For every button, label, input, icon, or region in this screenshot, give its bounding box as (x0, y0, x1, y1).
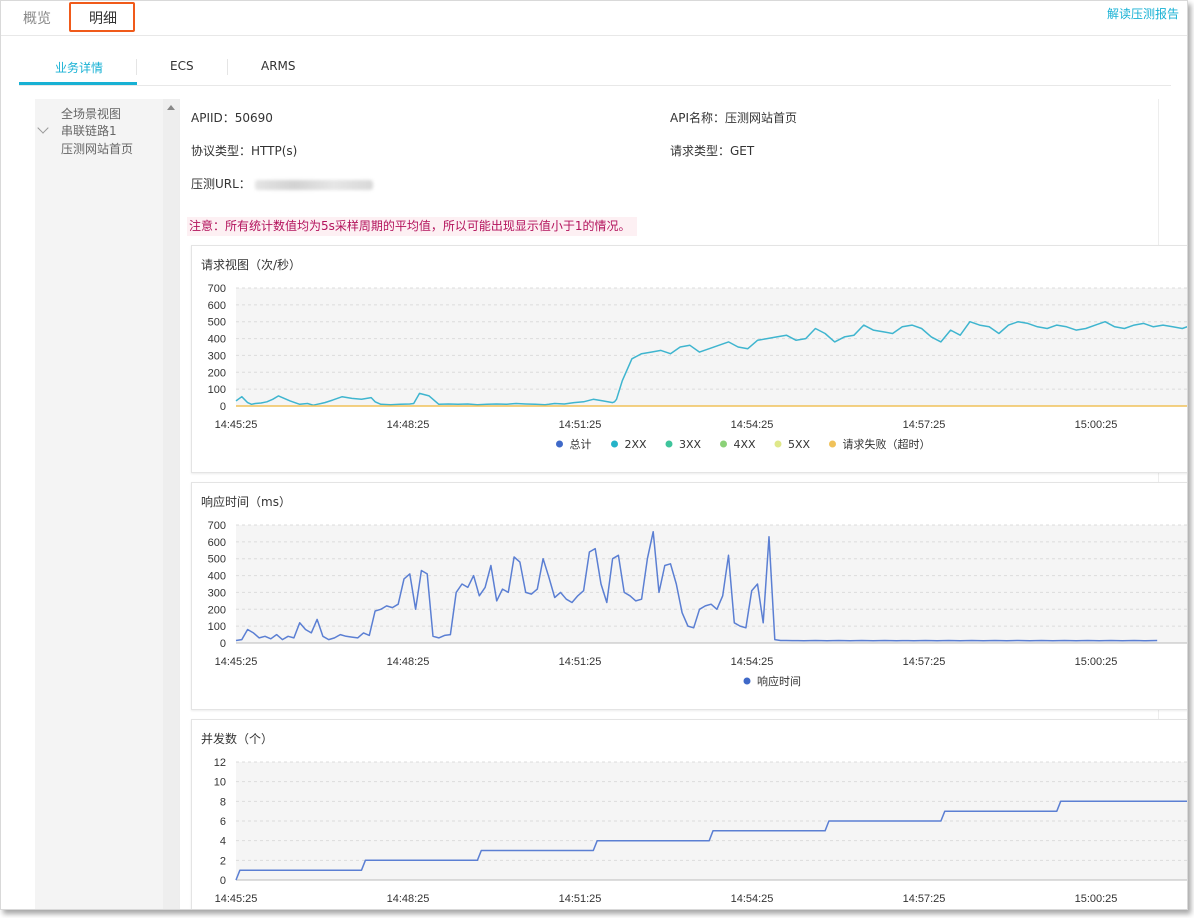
legend-label: 3XX (679, 438, 702, 451)
legend-label: 总计 (570, 437, 592, 451)
y-tick-label: 300 (208, 350, 226, 362)
chart-title: 并发数（个） (201, 732, 274, 746)
legend-marker (829, 440, 836, 448)
legend-marker (774, 440, 782, 448)
response-time-chart-card: 响应时间（ms） 0 100 200 300 400 500 600 700 14:45:25 1… (191, 482, 1187, 710)
legend-label: 响应时间 (757, 674, 801, 688)
legend-marker (665, 440, 673, 448)
x-tick-label: 14:54:25 (731, 419, 774, 431)
x-tick-label: 14:45:25 (215, 656, 258, 668)
y-tick-label: 100 (208, 621, 226, 633)
tab-arms[interactable]: ARMS (261, 59, 296, 73)
interpret-report-link[interactable]: 解读压测报告 (1106, 7, 1179, 21)
y-tick-label: 500 (208, 317, 226, 329)
divider (227, 59, 228, 75)
sidebar-item-homepage[interactable]: 压测网站首页 (61, 142, 134, 156)
legend-label: 2XX (625, 438, 648, 451)
x-tick-label: 15:00:25 (1075, 419, 1118, 431)
y-tick-label: 400 (208, 571, 226, 583)
api-name: API名称：压测网站首页 (670, 111, 797, 125)
plot-background (236, 525, 1187, 643)
top-tab-bar: 概览 明细 解读压测报告 (1, 1, 1187, 36)
y-tick-label: 600 (208, 300, 226, 312)
x-tick-label: 14:45:25 (215, 893, 258, 905)
y-tick-label: 200 (208, 367, 226, 379)
x-tick-label: 14:54:25 (731, 893, 774, 905)
y-tick-label: 600 (208, 537, 226, 549)
series-line-2XX (235, 320, 1187, 406)
x-tick-label: 14:48:25 (387, 656, 430, 668)
y-tick-label: 400 (208, 334, 226, 346)
y-tick-label: 4 (220, 836, 226, 848)
y-tick-label: 200 (208, 604, 226, 616)
tab-ecs[interactable]: ECS (170, 59, 194, 73)
tab-detail[interactable]: 明细 (89, 11, 117, 27)
y-tick-label: 2 (220, 855, 226, 867)
tab-business-detail[interactable]: 业务详情 (55, 61, 104, 75)
y-tick-label: 100 (208, 384, 226, 396)
y-tick-label: 12 (214, 757, 226, 769)
x-tick-label: 15:00:25 (1075, 893, 1118, 905)
x-tick-label: 14:48:25 (387, 893, 430, 905)
tab-overview[interactable]: 概览 (23, 11, 51, 27)
test-url: 压测URL： (191, 175, 373, 192)
x-tick-label: 14:57:25 (903, 893, 946, 905)
x-tick-label: 14:57:25 (903, 656, 946, 668)
sub-tab-bar: 业务详情 ECS ARMS (19, 47, 1171, 86)
legend-marker (743, 677, 751, 685)
y-tick-label: 8 (220, 796, 226, 808)
sidebar-item-all-scenes[interactable]: 全场景视图 (61, 107, 122, 121)
sidebar-item-chain[interactable]: 串联链路1 (61, 124, 117, 138)
y-tick-label: 700 (208, 520, 226, 532)
scene-sidebar (35, 99, 163, 909)
legend-label: 请求失败（超时） (843, 437, 931, 451)
scroll-up-arrow-icon[interactable] (167, 105, 175, 110)
legend-label: 4XX (734, 438, 757, 451)
sidebar-scrollbar[interactable] (163, 99, 179, 909)
notice-banner: 注意：所有统计数值均为5s采样周期的平均值，所以可能出现显示值小于1的情况。 (187, 217, 637, 236)
legend-marker (556, 440, 563, 448)
x-tick-label: 15:00:25 (1075, 656, 1118, 668)
blurred-url-value (254, 179, 373, 190)
request-chart-card: 请求视图（次/秒） 0 100 200 300 400 500 600 700 14:45:25… (191, 245, 1187, 473)
x-tick-label: 14:51:25 (559, 893, 602, 905)
y-tick-label: 500 (208, 554, 226, 566)
chart-title: 请求视图（次/秒） (201, 258, 302, 272)
x-tick-label: 14:51:25 (559, 656, 602, 668)
x-tick-label: 14:48:25 (387, 419, 430, 431)
legend-label: 5XX (788, 438, 811, 451)
chart-title: 响应时间（ms） (201, 495, 291, 509)
x-tick-label: 14:57:25 (903, 419, 946, 431)
active-tab-indicator (19, 82, 137, 85)
y-tick-label: 700 (208, 283, 226, 295)
x-tick-label: 14:51:25 (559, 419, 602, 431)
divider (136, 59, 137, 75)
series-line-响应时间 (235, 530, 1158, 642)
y-tick-label: 0 (220, 638, 226, 650)
x-tick-label: 14:45:25 (215, 419, 258, 431)
test-url-label: 压测URL： (191, 177, 251, 191)
plot-background (236, 288, 1187, 406)
series-line-并发 (235, 800, 1187, 881)
y-tick-label: 0 (220, 401, 226, 413)
request-chart: 0 100 200 300 400 500 600 700 14:45:25 14:48:25 14… (208, 283, 1187, 451)
api-id: APIID：50690 (191, 111, 273, 125)
concurrency-chart-card: 并发数（个） 0 2 4 6 8 10 12 14:45:25 14:48:25 14:51:25… (191, 719, 1187, 909)
protocol-type: 协议类型：HTTP(s) (191, 144, 298, 158)
x-tick-label: 14:54:25 (731, 656, 774, 668)
legend-marker (720, 440, 727, 448)
response-time-chart: 0 100 200 300 400 500 600 700 14:45:25 14:48:25 14… (208, 520, 1187, 688)
y-tick-label: 6 (220, 816, 226, 828)
highlight-box (69, 2, 135, 32)
request-type: 请求类型：GET (670, 144, 755, 158)
y-tick-label: 300 (208, 587, 226, 599)
concurrency-chart: 0 2 4 6 8 10 12 14:45:25 14:48:25 14:51:25 14:54:2… (214, 757, 1187, 905)
y-tick-label: 10 (214, 777, 226, 789)
y-tick-label: 0 (220, 875, 226, 887)
legend-marker (611, 440, 618, 448)
